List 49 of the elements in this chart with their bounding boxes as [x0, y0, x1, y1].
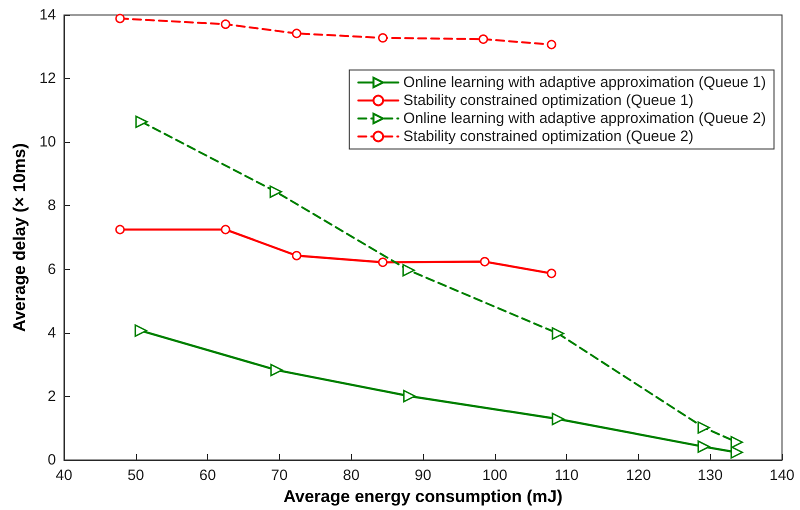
x-tick-label: 130 — [698, 467, 723, 484]
x-tick-label: 120 — [626, 467, 651, 484]
point — [552, 327, 564, 340]
y-tick-label: 14 — [39, 6, 56, 24]
x-tick-label: 80 — [342, 467, 360, 484]
y-tick-label: 2 — [48, 388, 56, 405]
y-tick-label: 12 — [39, 70, 56, 88]
legend-label: Stability constrained optimization (Queue 1) — [403, 92, 694, 109]
x-tick-label: 40 — [56, 467, 72, 484]
y-tick-label: 0 — [48, 452, 56, 468]
point — [292, 250, 302, 260]
x-tick-label: 70 — [271, 467, 288, 484]
y-tick-label: 4 — [48, 324, 56, 342]
point — [220, 224, 230, 234]
point — [378, 258, 388, 268]
point — [134, 324, 148, 337]
y-axis-title: Average delay (× 10ms) — [10, 143, 29, 332]
x-axis-title: Average energy consumption (mJ) — [284, 487, 562, 506]
point — [546, 40, 556, 50]
x-tick-label: 110 — [554, 467, 579, 484]
legend-label: Stability constrained optimization (Queue 2) — [403, 128, 694, 145]
point — [480, 256, 490, 266]
point — [402, 264, 415, 276]
point — [115, 14, 125, 24]
y-tick-label: 6 — [48, 260, 56, 278]
point — [270, 364, 283, 376]
point — [697, 440, 710, 453]
x-tick-label: 90 — [414, 467, 432, 484]
x-tick-label: 140 — [769, 467, 795, 484]
point — [730, 446, 744, 459]
legend-label: Online learning with adaptive approximation (Queue 2) — [403, 110, 766, 127]
point — [546, 268, 556, 278]
point — [552, 412, 564, 426]
point — [478, 34, 488, 44]
point — [378, 33, 388, 43]
legend-label: Online learning with adaptive approximation (Queue 1) — [403, 74, 766, 91]
x-tick-label: 100 — [482, 467, 508, 484]
point — [292, 28, 302, 38]
y-tick-label: 10 — [39, 134, 56, 151]
y-tick-label: 8 — [48, 197, 56, 214]
point — [270, 185, 282, 198]
point — [115, 224, 125, 234]
point — [220, 19, 230, 29]
point — [730, 436, 744, 448]
point — [135, 116, 148, 128]
point — [403, 390, 416, 402]
x-tick-label: 60 — [199, 467, 216, 484]
x-tick-label: 50 — [127, 467, 144, 484]
point — [697, 421, 710, 434]
